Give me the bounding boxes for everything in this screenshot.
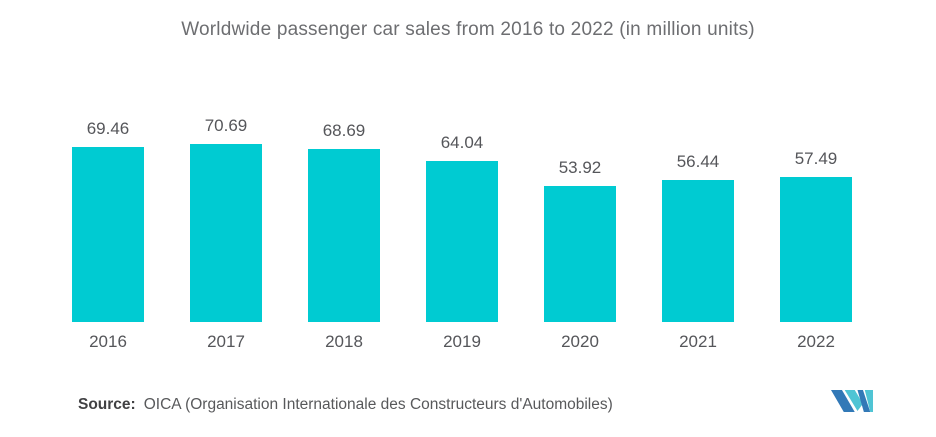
logo-stripe-teal-right bbox=[864, 390, 873, 412]
bar bbox=[72, 147, 144, 322]
bar bbox=[190, 144, 262, 322]
bar-stack: 56.44 bbox=[662, 92, 734, 322]
logo-stripe-dark-right bbox=[857, 390, 871, 412]
bar-value-label: 57.49 bbox=[794, 149, 838, 168]
logo-stripe-dark-left bbox=[831, 390, 855, 412]
bar bbox=[426, 161, 498, 322]
bar-year-label: 2020 bbox=[561, 332, 599, 351]
bar bbox=[780, 177, 852, 322]
bar-group: 69.46 2016 bbox=[72, 92, 144, 352]
bar-stack: 70.69 bbox=[190, 92, 262, 322]
bar-year-label: 2018 bbox=[325, 332, 363, 351]
bar bbox=[544, 186, 616, 322]
bar-stack: 53.92 bbox=[544, 92, 616, 322]
source-label: Source: bbox=[78, 396, 136, 413]
bar-stack: 69.46 bbox=[72, 92, 144, 322]
bar-year-label: 2021 bbox=[679, 332, 717, 351]
bar bbox=[662, 180, 734, 322]
source-text: OICA (Organisation Internationale des Co… bbox=[143, 396, 613, 413]
bar-group: 70.69 2017 bbox=[190, 92, 262, 352]
bar-group: 68.69 2018 bbox=[308, 92, 380, 352]
bar-value-label: 53.92 bbox=[558, 158, 602, 177]
bar-value-label: 56.44 bbox=[676, 152, 720, 171]
bar-group: 53.92 2020 bbox=[544, 92, 616, 352]
bar-group: 56.44 2021 bbox=[662, 92, 734, 352]
chart-title: Worldwide passenger car sales from 2016 … bbox=[181, 19, 755, 40]
bar-value-label: 69.46 bbox=[86, 119, 130, 138]
bar-stack: 68.69 bbox=[308, 92, 380, 322]
bar-year-label: 2016 bbox=[89, 332, 127, 351]
bar-year-label: 2022 bbox=[797, 332, 835, 351]
bar-stack: 57.49 bbox=[780, 92, 852, 322]
bar-value-label: 68.69 bbox=[322, 121, 366, 140]
bar-year-label: 2019 bbox=[443, 332, 481, 351]
bar-group: 57.49 2022 bbox=[780, 92, 852, 352]
bars-row: 69.46 2016 70.69 2017 68.69 2018 64.04 2019 53.9… bbox=[72, 92, 852, 352]
bar bbox=[308, 149, 380, 322]
bar-year-label: 2017 bbox=[207, 332, 245, 351]
bar-value-label: 70.69 bbox=[204, 116, 248, 135]
bar-value-label: 64.04 bbox=[440, 133, 484, 152]
source-line: Source: OICA (Organisation Internationale… bbox=[78, 396, 613, 414]
mordor-intelligence-logo bbox=[831, 390, 873, 412]
bar-stack: 64.04 bbox=[426, 92, 498, 322]
bar-group: 64.04 2019 bbox=[426, 92, 498, 352]
logo-stripe-teal-mid bbox=[844, 390, 863, 412]
